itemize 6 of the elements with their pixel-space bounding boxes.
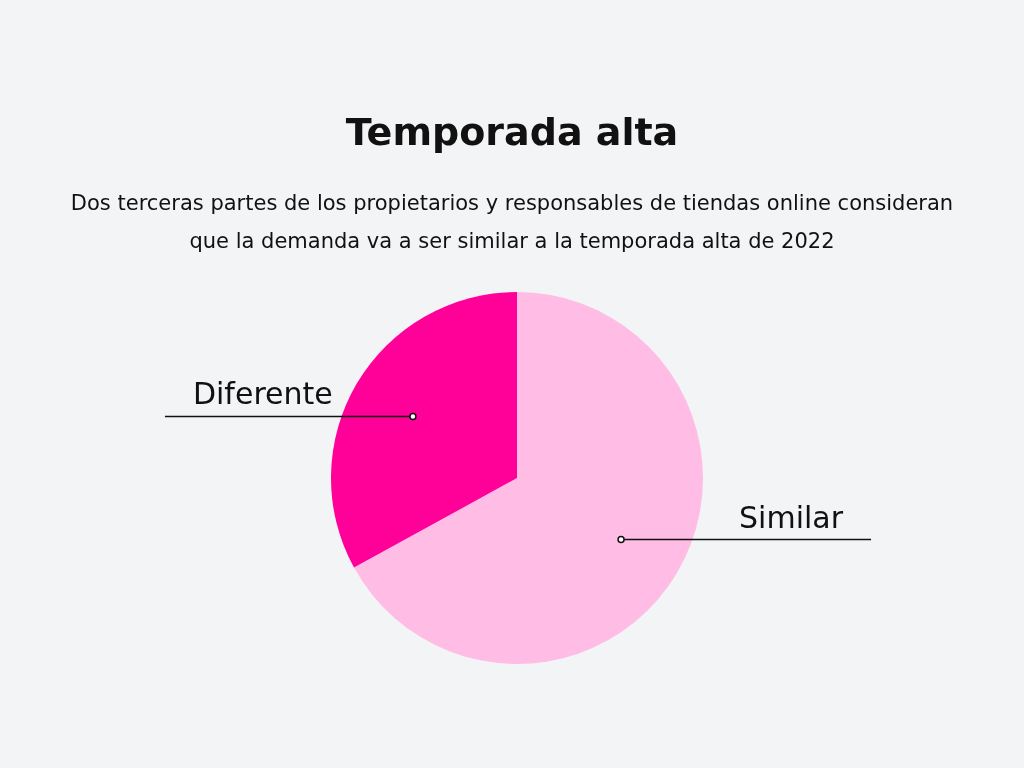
pie-slice [331, 292, 517, 568]
chart-subtitle: Dos terceras partes de los propietarios y responsables de tiendas online consideran que la demanda va a ser similar a la temporada alta de 2022 [69, 190, 955, 255]
pie-slice [354, 292, 703, 664]
chart-title: Temporada alta [344, 110, 680, 154]
slice-label: Similar [739, 499, 844, 535]
slice-label: Diferente [192, 376, 333, 412]
